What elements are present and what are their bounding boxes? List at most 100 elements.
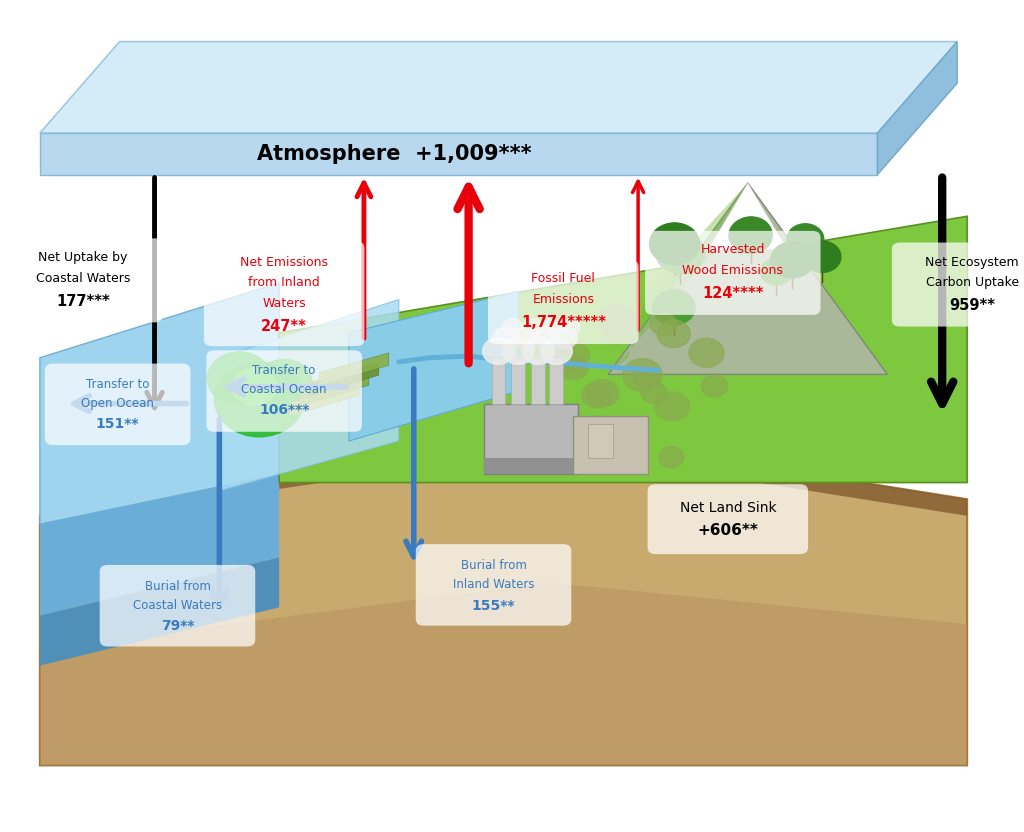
FancyBboxPatch shape (531, 358, 546, 404)
Circle shape (657, 320, 690, 348)
Polygon shape (708, 183, 787, 250)
Text: +606**: +606** (697, 523, 758, 538)
Text: 959**: 959** (949, 298, 995, 313)
FancyBboxPatch shape (488, 260, 639, 344)
Polygon shape (40, 474, 280, 616)
Text: Inland Waters: Inland Waters (453, 578, 535, 592)
Polygon shape (878, 42, 957, 175)
Polygon shape (40, 433, 967, 524)
Text: Transfer to: Transfer to (86, 378, 150, 391)
Text: 79**: 79** (161, 620, 195, 633)
Circle shape (658, 447, 684, 468)
Text: Fossil Fuel: Fossil Fuel (531, 272, 595, 285)
Polygon shape (319, 353, 389, 386)
Circle shape (586, 446, 610, 467)
FancyBboxPatch shape (892, 243, 1024, 326)
Circle shape (513, 327, 540, 349)
Text: Coastal Waters: Coastal Waters (36, 272, 130, 285)
Circle shape (522, 319, 543, 335)
Circle shape (635, 368, 658, 388)
Text: Burial from: Burial from (144, 580, 210, 593)
Circle shape (641, 382, 667, 404)
FancyBboxPatch shape (416, 544, 571, 626)
Text: Net Emissions: Net Emissions (241, 255, 328, 269)
Text: Net Land Sink: Net Land Sink (680, 501, 776, 514)
Circle shape (587, 379, 620, 407)
Polygon shape (309, 363, 379, 396)
Polygon shape (349, 291, 518, 441)
Text: Waters: Waters (262, 297, 306, 310)
Circle shape (729, 217, 772, 254)
Circle shape (689, 339, 724, 368)
Circle shape (559, 355, 588, 379)
Circle shape (654, 392, 689, 421)
FancyBboxPatch shape (645, 230, 820, 314)
Circle shape (731, 217, 772, 250)
Text: Transfer to: Transfer to (253, 364, 315, 377)
FancyBboxPatch shape (207, 350, 361, 432)
Polygon shape (40, 557, 280, 666)
Text: 106***: 106*** (259, 404, 309, 417)
FancyBboxPatch shape (483, 404, 579, 474)
Text: Wood Emissions: Wood Emissions (682, 264, 783, 277)
Circle shape (649, 223, 699, 265)
Text: 247**: 247** (261, 319, 307, 334)
Polygon shape (40, 433, 967, 765)
Circle shape (582, 383, 612, 408)
Circle shape (580, 416, 613, 443)
Polygon shape (40, 42, 957, 133)
Text: from Inland: from Inland (248, 276, 321, 290)
Text: 124****: 124**** (702, 286, 764, 301)
FancyBboxPatch shape (573, 416, 648, 474)
Circle shape (650, 313, 677, 335)
Circle shape (761, 258, 793, 285)
Polygon shape (40, 133, 878, 175)
Polygon shape (608, 183, 748, 374)
Polygon shape (40, 582, 967, 765)
FancyBboxPatch shape (45, 364, 190, 445)
Text: Net Uptake by: Net Uptake by (38, 251, 127, 265)
Circle shape (214, 362, 304, 437)
Circle shape (653, 290, 695, 325)
Circle shape (543, 319, 562, 335)
Circle shape (503, 338, 535, 364)
Text: Open Ocean: Open Ocean (81, 397, 154, 410)
FancyBboxPatch shape (511, 358, 525, 404)
FancyBboxPatch shape (492, 358, 506, 404)
Text: 151**: 151** (96, 418, 139, 431)
Text: Emissions: Emissions (532, 293, 594, 306)
Circle shape (541, 338, 572, 364)
FancyBboxPatch shape (647, 484, 808, 554)
Circle shape (503, 319, 522, 335)
Circle shape (208, 352, 271, 405)
Circle shape (602, 318, 634, 344)
Circle shape (232, 369, 276, 405)
Circle shape (522, 338, 554, 364)
Circle shape (256, 359, 312, 406)
Text: Carbon Uptake: Carbon Uptake (926, 276, 1019, 290)
Text: Atmosphere  +1,009***: Atmosphere +1,009*** (257, 144, 531, 164)
Text: Coastal Waters: Coastal Waters (133, 599, 222, 612)
Text: Net Ecosystem: Net Ecosystem (926, 255, 1019, 269)
Circle shape (494, 327, 519, 349)
Text: 177***: 177*** (56, 294, 110, 309)
Polygon shape (299, 373, 369, 406)
FancyBboxPatch shape (549, 358, 563, 404)
FancyBboxPatch shape (204, 241, 365, 346)
Circle shape (534, 327, 559, 349)
Circle shape (551, 327, 578, 349)
Text: 1,774*****: 1,774***** (521, 315, 606, 330)
FancyBboxPatch shape (483, 458, 579, 474)
Text: Harvested: Harvested (700, 243, 765, 256)
Circle shape (701, 375, 727, 397)
FancyBboxPatch shape (2, 238, 163, 322)
Text: Burial from: Burial from (461, 559, 526, 572)
Polygon shape (289, 383, 359, 416)
Circle shape (771, 242, 814, 278)
Circle shape (623, 359, 663, 392)
Circle shape (547, 403, 580, 430)
Circle shape (552, 341, 590, 372)
Text: Coastal Ocean: Coastal Ocean (242, 383, 327, 396)
Circle shape (560, 319, 581, 335)
Polygon shape (280, 216, 967, 483)
